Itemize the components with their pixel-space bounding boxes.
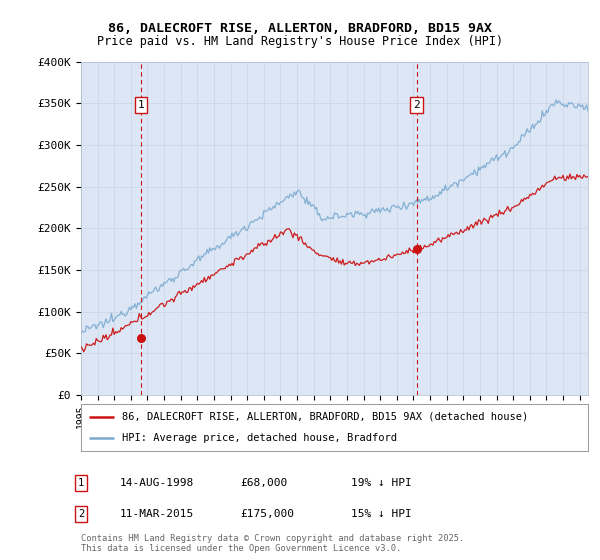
Text: £175,000: £175,000: [240, 509, 294, 519]
Text: 2: 2: [78, 509, 84, 519]
Text: 11-MAR-2015: 11-MAR-2015: [120, 509, 194, 519]
Text: 2: 2: [413, 100, 420, 110]
Text: 86, DALECROFT RISE, ALLERTON, BRADFORD, BD15 9AX: 86, DALECROFT RISE, ALLERTON, BRADFORD, …: [108, 22, 492, 35]
Text: 15% ↓ HPI: 15% ↓ HPI: [351, 509, 412, 519]
Text: Contains HM Land Registry data © Crown copyright and database right 2025.
This d: Contains HM Land Registry data © Crown c…: [81, 534, 464, 553]
Text: Price paid vs. HM Land Registry's House Price Index (HPI): Price paid vs. HM Land Registry's House …: [97, 35, 503, 48]
Text: 14-AUG-1998: 14-AUG-1998: [120, 478, 194, 488]
Text: 19% ↓ HPI: 19% ↓ HPI: [351, 478, 412, 488]
Text: £68,000: £68,000: [240, 478, 287, 488]
Text: HPI: Average price, detached house, Bradford: HPI: Average price, detached house, Brad…: [122, 433, 397, 444]
Text: 1: 1: [138, 100, 145, 110]
Text: 86, DALECROFT RISE, ALLERTON, BRADFORD, BD15 9AX (detached house): 86, DALECROFT RISE, ALLERTON, BRADFORD, …: [122, 412, 528, 422]
Text: 1: 1: [78, 478, 84, 488]
